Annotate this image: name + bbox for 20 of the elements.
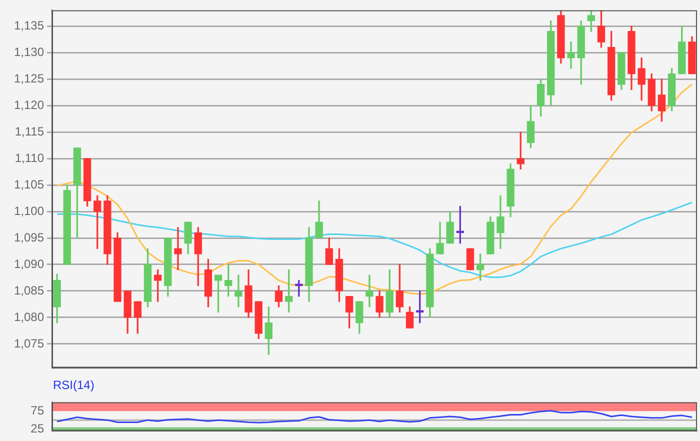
y-tick-label: 1,095 bbox=[14, 230, 44, 244]
y-tick-label: 1,115 bbox=[14, 124, 44, 138]
y-tick-label: 1,075 bbox=[14, 336, 44, 350]
candlestick bbox=[366, 274, 374, 308]
candlestick bbox=[567, 42, 575, 69]
y-tick-label: 1,135 bbox=[14, 18, 44, 32]
chart-title: RSI(14) bbox=[52, 378, 96, 392]
y-tick-label: 75 bbox=[30, 403, 44, 418]
y-tick-label: 1,085 bbox=[14, 283, 44, 298]
y-tick-label: 1,125 bbox=[14, 71, 44, 86]
candlestick bbox=[234, 274, 242, 308]
y-tick-label: 25 bbox=[30, 421, 44, 436]
y-tick-label: 1,105 bbox=[14, 177, 44, 192]
y-tick-label: 1,080 bbox=[14, 310, 44, 324]
y-tick-label: 1,100 bbox=[14, 204, 44, 218]
y-tick-label: 1,130 bbox=[14, 44, 44, 59]
y-tick-label: 1,120 bbox=[14, 98, 44, 112]
y-tick-label: 1,110 bbox=[14, 150, 44, 165]
candlestick bbox=[174, 227, 182, 270]
y-tick-label: 1,090 bbox=[14, 256, 44, 271]
